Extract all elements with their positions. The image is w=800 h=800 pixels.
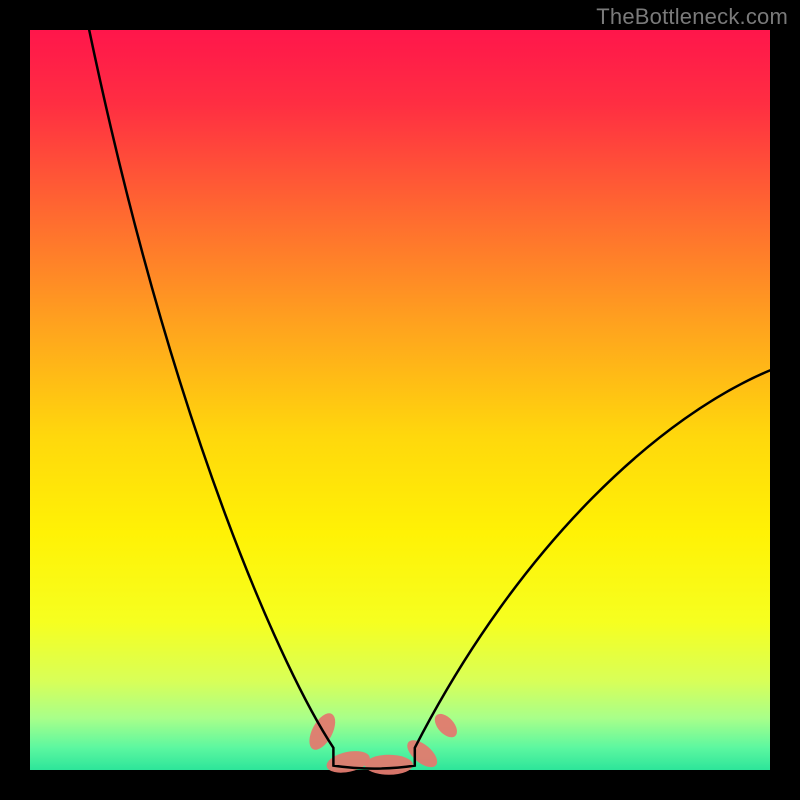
chart-canvas: TheBottleneck.com [0, 0, 800, 800]
valley-marker [365, 755, 413, 775]
bottleneck-valley-chart [0, 0, 800, 800]
watermark-text: TheBottleneck.com [596, 4, 788, 30]
plot-background-gradient [30, 30, 770, 770]
